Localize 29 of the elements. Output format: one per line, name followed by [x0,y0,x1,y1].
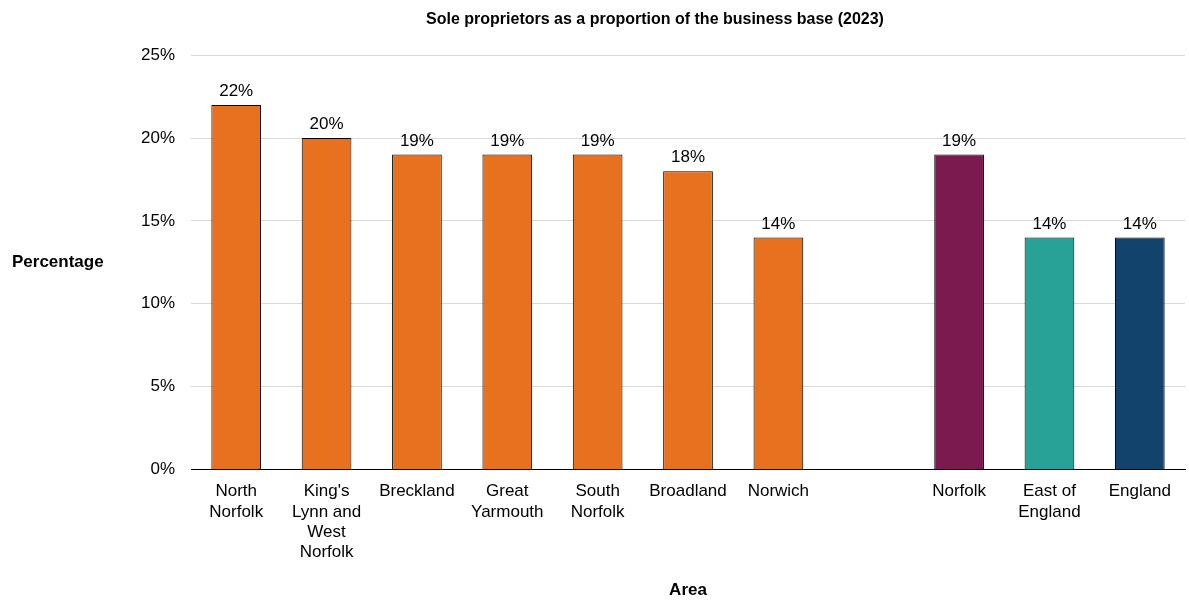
chart-title: Sole proprietors as a proportion of the business base (2023) [426,10,884,28]
data-label: 19% [580,130,615,150]
x-tick-label: Norwich [747,481,810,501]
data-label: 14% [761,213,796,233]
x-axis-title: Area [669,580,708,600]
data-label: 19% [399,130,434,150]
y-tick-label: 25% [140,44,176,64]
data-label: 18% [671,147,706,167]
y-tick-label: 10% [140,293,176,313]
x-tick-label: North Norfolk [209,481,264,521]
x-tick-label: East of England [1018,481,1081,521]
x-tick-label: Norfolk [932,481,987,501]
x-tick-label: South Norfolk [570,481,626,521]
data-label: 19% [942,130,977,150]
x-tick-label: England [1108,481,1172,501]
data-label: 22% [219,81,254,101]
y-tick-label: 15% [140,210,176,230]
data-label: 19% [490,130,525,150]
y-tick-label: 20% [140,127,176,147]
y-tick-label: 0% [150,459,176,479]
data-label: 14% [1122,213,1157,233]
x-tick-label: King's Lynn and West Norfolk [291,481,362,562]
y-axis-title: Percentage [12,251,104,271]
x-tick-label: Broadland [649,481,727,501]
y-tick-label: 5% [150,376,176,396]
x-tick-label: Great Yarmouth [471,481,544,521]
data-label: 14% [1032,213,1067,233]
x-tick-label: Breckland [379,481,455,501]
data-label: 20% [309,114,344,134]
